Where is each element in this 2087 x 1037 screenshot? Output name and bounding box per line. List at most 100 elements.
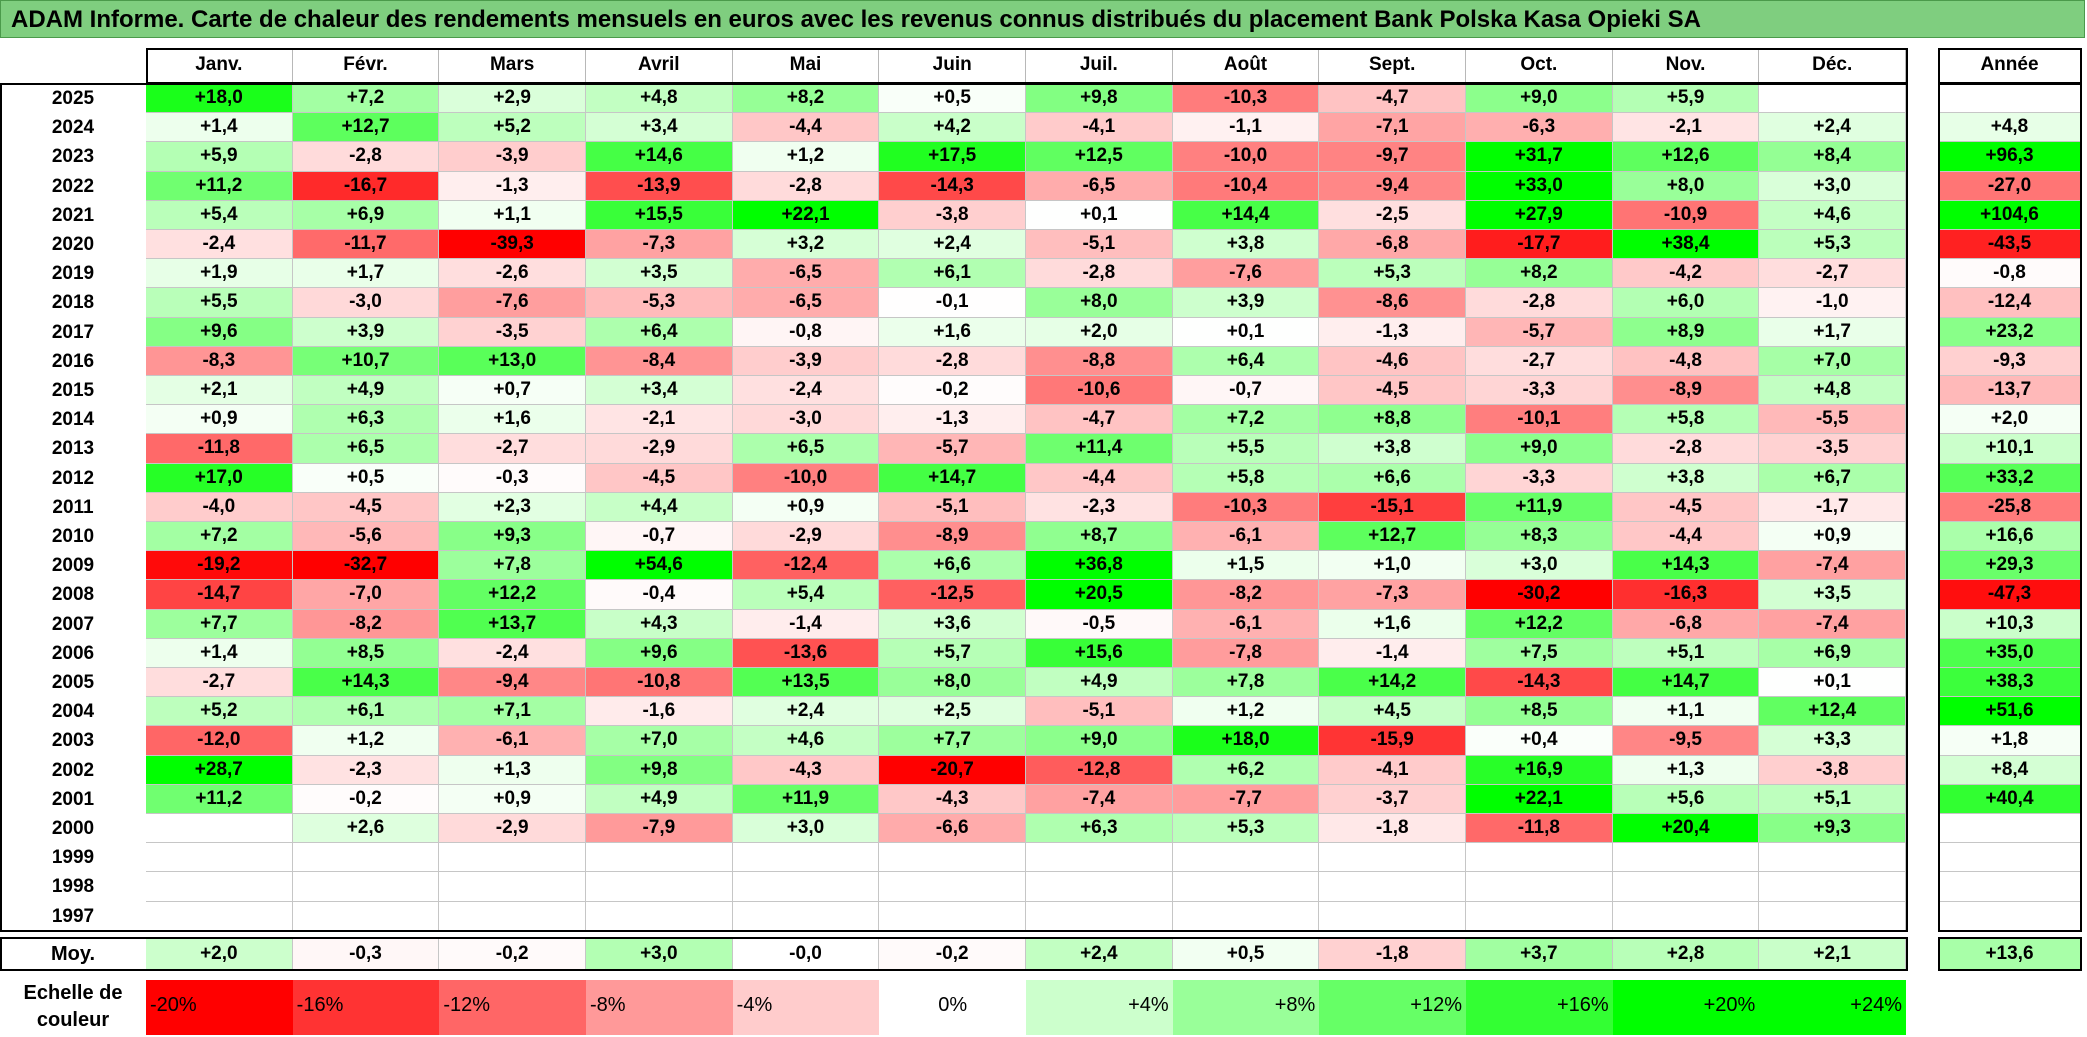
heatmap-cell: -4,1: [1319, 755, 1467, 785]
heatmap-cell: -2,8: [732, 171, 880, 201]
heatmap-cell: -14,3: [879, 171, 1026, 201]
average-cell: -0,0: [732, 936, 880, 971]
heatmap-cell: +4,8: [1759, 376, 1907, 406]
heatmap-cell: -11,8: [1466, 814, 1613, 844]
heatmap-cell: +5,4: [146, 200, 293, 230]
heatmap-cell: +5,3: [1759, 230, 1907, 260]
heatmap-cell: -10,6: [1026, 376, 1173, 406]
heatmap-cell: +9,3: [439, 522, 586, 552]
year-label: 2007: [51, 613, 95, 635]
heatmap-cell: -9,4: [1319, 171, 1467, 201]
heatmap-cell: +1,0: [1319, 551, 1467, 581]
heatmap-cell: +15,5: [586, 200, 733, 230]
year-label: 2000: [51, 818, 95, 839]
heatmap-cell: +5,7: [879, 638, 1026, 668]
heatmap-cell: +7,7: [146, 609, 293, 639]
month-header: Oct.: [1466, 48, 1613, 84]
heatmap-cell: +11,9: [1466, 492, 1613, 522]
heatmap-cell: -7,4: [1759, 551, 1907, 581]
year-label: 2006: [51, 642, 95, 664]
heatmap-cell: +4,2: [879, 113, 1026, 143]
heatmap-cell: -1,4: [1319, 638, 1467, 668]
annual-cell: +2,0: [1938, 405, 2082, 435]
color-scale-step: -8%: [586, 980, 733, 1035]
annual-cell: +29,3: [1938, 551, 2082, 581]
heatmap-cell: +27,9: [1466, 200, 1613, 230]
heatmap-cell: -5,7: [879, 434, 1026, 464]
heatmap-cell: +7,8: [439, 551, 586, 581]
year-label: 2012: [51, 467, 95, 489]
heatmap-cell: -3,9: [732, 346, 880, 376]
heatmap-cell: -4,4: [1026, 463, 1173, 493]
heatmap-cell: -4,5: [292, 492, 440, 522]
heatmap-cell: +8,3: [1466, 522, 1613, 552]
heatmap-cell: +6,9: [292, 200, 440, 230]
heatmap-cell: -8,2: [292, 609, 440, 639]
heatmap-cell: +3,4: [586, 113, 733, 143]
heatmap-cell: -1,3: [439, 171, 586, 201]
average-cell: -0,2: [879, 936, 1026, 971]
heatmap-cell: +12,4: [1759, 697, 1907, 727]
heatmap-cell: -13,6: [732, 638, 880, 668]
month-header: Nov.: [1613, 48, 1760, 84]
year-column-header: Année: [1938, 48, 2082, 84]
annual-cell: +33,2: [1938, 463, 2082, 493]
heatmap-cell: -8,3: [146, 346, 293, 376]
heatmap-cell: -4,3: [879, 784, 1026, 814]
heatmap-cell: [1466, 843, 1613, 873]
heatmap-cell: -10,4: [1172, 171, 1320, 201]
heatmap-cell: +20,5: [1026, 580, 1173, 610]
heatmap-cell: +3,0: [1466, 551, 1613, 581]
heatmap-cell: +11,2: [146, 171, 293, 201]
heatmap-cell: +1,6: [879, 317, 1026, 347]
heatmap-cell: -8,2: [1172, 580, 1320, 610]
heatmap-cell: [586, 843, 733, 873]
heatmap-cell: +14,2: [1319, 668, 1467, 698]
heatmap-cell: +1,6: [439, 405, 586, 435]
heatmap-cell: -6,1: [1172, 522, 1320, 552]
heatmap-cell: -2,9: [586, 434, 733, 464]
heatmap-cell: +1,2: [292, 726, 440, 756]
heatmap-cell: +6,4: [1172, 346, 1320, 376]
heatmap-cell: +7,0: [1759, 346, 1907, 376]
heatmap-cell: -2,7: [439, 434, 586, 464]
heatmap-cell: -7,4: [1026, 784, 1173, 814]
heatmap-cell: +3,4: [586, 376, 733, 406]
heatmap-cell: +8,2: [1466, 259, 1613, 289]
average-label: Moy.: [50, 942, 96, 965]
heatmap-cell: -2,7: [1466, 346, 1613, 376]
heatmap-cell: [292, 872, 440, 902]
heatmap-cell: -2,9: [732, 522, 880, 552]
heatmap-cell: -7,6: [439, 288, 586, 318]
heatmap-cell: -6,5: [732, 259, 880, 289]
heatmap-cell: +5,3: [1319, 259, 1467, 289]
annual-cell: -47,3: [1938, 580, 2082, 610]
heatmap-cell: -14,3: [1466, 668, 1613, 698]
heatmap-cell: -7,3: [1319, 580, 1467, 610]
chart-title: ADAM Informe. Carte de chaleur des rende…: [0, 0, 2085, 38]
heatmap-cell: +14,7: [879, 463, 1026, 493]
heatmap-cell: -6,8: [1319, 230, 1467, 260]
heatmap-cell: -2,8: [1026, 259, 1173, 289]
year-label: 2015: [51, 380, 95, 401]
heatmap-cell: -12,5: [879, 580, 1026, 610]
heatmap-cell: -10,8: [586, 668, 733, 698]
heatmap-cell: +20,4: [1612, 814, 1760, 844]
heatmap-cell: +3,0: [732, 814, 880, 844]
heatmap-cell: +8,9: [1612, 317, 1760, 347]
heatmap-cell: +8,5: [1466, 697, 1613, 727]
heatmap-cell: +6,7: [1759, 463, 1907, 493]
heatmap-cell: +1,6: [1319, 609, 1467, 639]
year-label: 2008: [51, 584, 95, 606]
heatmap-cell: -0,5: [1026, 609, 1173, 639]
heatmap-cell: +4,6: [732, 726, 880, 756]
heatmap-cell: -9,4: [439, 668, 586, 698]
annual-cell: [1938, 872, 2082, 902]
year-label: 2005: [51, 672, 95, 693]
heatmap-cell: -11,7: [292, 230, 440, 260]
heatmap-cell: +3,8: [1319, 434, 1467, 464]
heatmap-cell: -3,9: [439, 142, 586, 172]
heatmap-cell: -1,0: [1759, 288, 1907, 318]
heatmap-cell: +0,9: [1759, 522, 1907, 552]
heatmap-cell: -3,7: [1319, 784, 1467, 814]
